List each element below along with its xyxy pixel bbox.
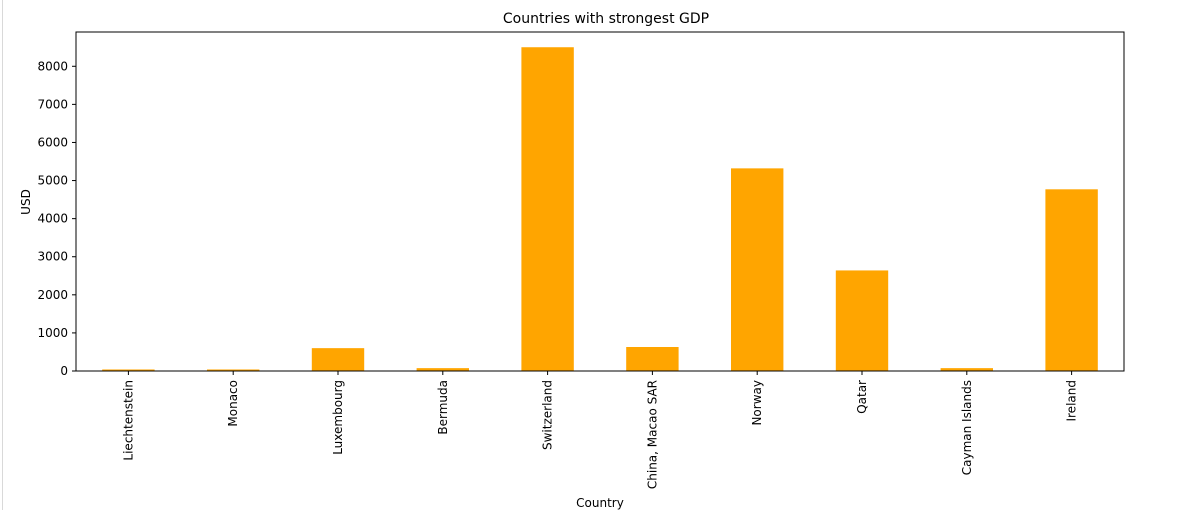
bar-china-macao-sar — [626, 347, 679, 371]
y-axis-label: USD — [19, 189, 33, 215]
bar-switzerland — [521, 47, 574, 372]
bar-liechtenstein — [102, 369, 155, 371]
x-tick-label: China, Macao SAR — [645, 380, 659, 489]
bar-monaco — [207, 369, 260, 371]
bar-bermuda — [416, 368, 469, 371]
x-tick-label: Monaco — [226, 380, 240, 427]
y-tick-label: 8000 — [37, 59, 68, 73]
x-tick-label: Switzerland — [541, 380, 555, 450]
chart-title: Countries with strongest GDP — [503, 11, 709, 27]
x-tick-label: Norway — [750, 380, 764, 426]
x-tick-label: Luxembourg — [331, 380, 345, 455]
x-axis-label: Country — [576, 496, 624, 510]
y-tick-label: 5000 — [37, 174, 68, 188]
x-tick-label: Ireland — [1065, 380, 1079, 422]
x-tick-label: Bermuda — [436, 380, 450, 435]
bar-norway — [731, 168, 784, 371]
y-tick-label: 2000 — [37, 288, 68, 302]
bar-qatar — [835, 270, 889, 371]
bar-ireland — [1045, 189, 1098, 371]
y-tick-label: 4000 — [37, 212, 68, 226]
plot-frame — [75, 31, 1125, 372]
cell-left-border — [2, 0, 3, 510]
x-tick-label: Cayman Islands — [960, 380, 974, 475]
bar-cayman-islands — [940, 368, 993, 371]
y-tick-label: 6000 — [37, 135, 68, 149]
x-tick-label: Liechtenstein — [121, 380, 135, 461]
bar-luxembourg — [311, 348, 365, 371]
y-tick-label: 3000 — [37, 250, 68, 264]
plot-area: 0 1000 2000 3000 4000 5000 6000 7000 8000 Liechte… — [37, 31, 1125, 489]
y-tick-label: 1000 — [37, 326, 68, 340]
y-tick-label: 7000 — [37, 97, 68, 111]
x-tick-label: Qatar — [855, 380, 869, 414]
y-tick-label: 0 — [60, 364, 68, 378]
